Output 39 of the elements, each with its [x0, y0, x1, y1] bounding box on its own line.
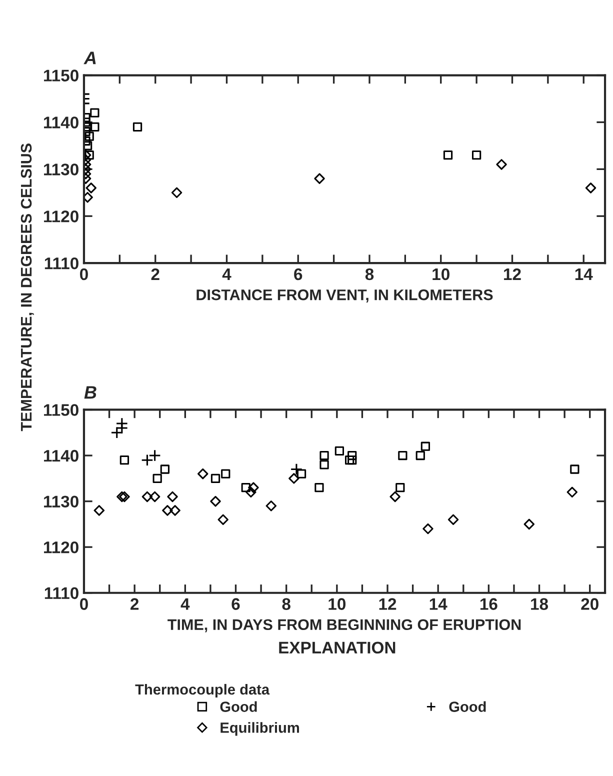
chart-title: A [84, 52, 96, 64]
y-tick-label: 1120 [44, 210, 78, 222]
legend-label: Equilibrium [220, 722, 299, 736]
y-tick-label: 1130 [44, 164, 78, 176]
x-tick-label: 2 [130, 598, 139, 610]
y-tick-label: 1130 [44, 496, 78, 508]
y-axis-title: TEMPERATURE, IN DEGREES CELSIUS [20, 144, 34, 432]
x-axis-title: TIME, IN DAYS FROM BEGINNING OF ERUPTION [168, 619, 521, 632]
x-tick-label: 6 [294, 268, 302, 280]
x-tick-label: 8 [365, 268, 374, 280]
x-tick-label: 6 [232, 598, 240, 610]
x-tick-label: 20 [581, 598, 598, 610]
x-tick-label: 0 [80, 598, 88, 610]
x-tick-label: 4 [180, 598, 190, 610]
text: Thermocouple data [135, 684, 270, 698]
y-tick-label: 1110 [44, 587, 78, 600]
y-tick-label: 1120 [44, 541, 78, 554]
x-tick-label: 10 [432, 268, 450, 280]
x-tick-label: 12 [504, 268, 521, 280]
x-tick-label: 16 [480, 598, 498, 610]
x-tick-label: 2 [151, 268, 160, 280]
y-tick-label: 1110 [44, 257, 78, 270]
y-tick-label: 1150 [44, 404, 78, 416]
x-tick-label: 0 [80, 268, 88, 280]
x-tick-label: 14 [430, 598, 448, 610]
y-tick-label: 1140 [44, 116, 78, 128]
text: EXPLANATION [279, 642, 396, 654]
chart-title: B [84, 386, 96, 399]
x-tick-label: 10 [328, 598, 346, 610]
x-tick-label: 14 [575, 268, 593, 280]
x-tick-label: 12 [379, 598, 396, 610]
x-axis-title: DISTANCE FROM VENT, IN KILOMETERS [196, 289, 493, 302]
x-tick-label: 18 [531, 598, 548, 610]
y-tick-label: 1140 [44, 450, 78, 462]
legend-label: Good [220, 701, 257, 712]
y-tick-label: 1150 [44, 70, 78, 82]
x-tick-label: 8 [282, 598, 290, 610]
legend-label: Good [449, 701, 486, 712]
x-tick-label: 4 [222, 268, 232, 280]
